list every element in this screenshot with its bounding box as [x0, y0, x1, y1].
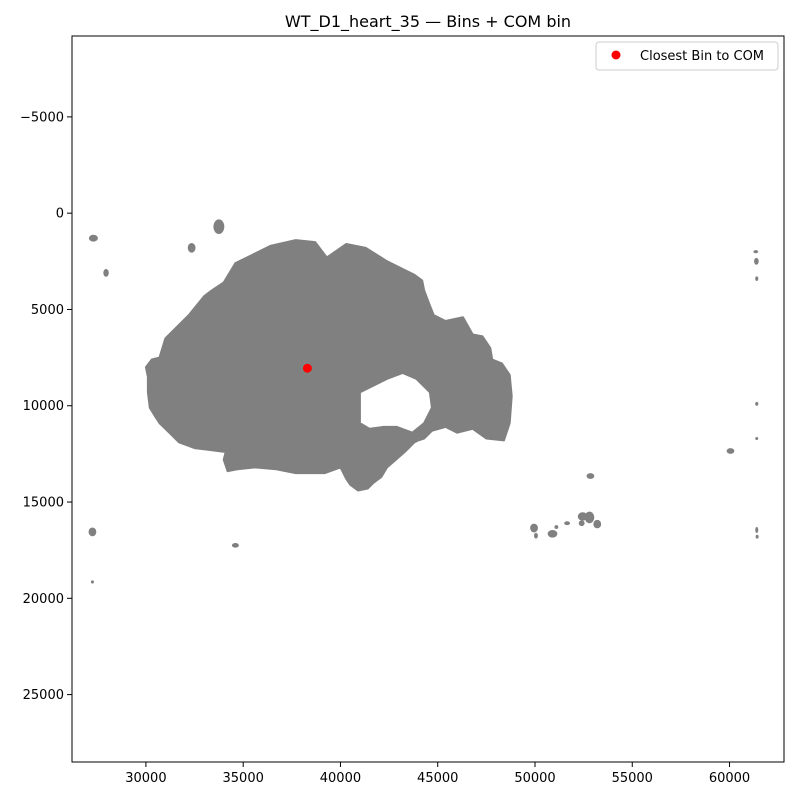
bin-cluster [578, 520, 585, 527]
chart-title: WT_D1_heart_35 — Bins + COM bin [285, 12, 571, 32]
x-tick-label: 45000 [417, 771, 458, 786]
bin-cluster [755, 526, 759, 534]
bins-main-region [144, 239, 513, 492]
x-tick-label: 30000 [125, 771, 166, 786]
x-tick-label: 40000 [320, 771, 361, 786]
legend-marker [611, 50, 621, 60]
bin-cluster [584, 511, 595, 524]
bins-layer [88, 219, 759, 584]
com-layer [302, 363, 312, 373]
bin-cluster [88, 234, 98, 242]
bin-cluster [530, 523, 538, 533]
bin-cluster [755, 534, 759, 539]
y-tick-label: 15000 [23, 496, 64, 511]
legend-box [595, 41, 779, 71]
x-tick-label: 50000 [514, 771, 555, 786]
bin-cluster [564, 521, 571, 526]
y-axis: −5000 0 5000 10000 15000 20000 25000 [20, 110, 72, 703]
bin-cluster [88, 527, 97, 537]
bin-cluster [187, 243, 196, 253]
bin-cluster [754, 257, 759, 265]
y-tick-label: 5000 [31, 303, 64, 318]
x-tick-label: 35000 [223, 771, 264, 786]
com-point [302, 363, 312, 373]
bin-cluster [726, 448, 735, 454]
plot-area [71, 35, 785, 763]
bin-cluster [90, 580, 94, 584]
bin-cluster [103, 269, 109, 277]
y-tick-label: 0 [56, 207, 64, 222]
legend-label: Closest Bin to COM [640, 49, 764, 64]
bin-cluster [547, 529, 558, 538]
bin-cluster [753, 250, 759, 254]
x-axis: 30000 35000 40000 45000 50000 55000 60000 [125, 762, 750, 786]
x-tick-label: 60000 [709, 771, 750, 786]
bin-cluster [231, 543, 239, 548]
y-tick-label: 25000 [23, 688, 64, 703]
plot-frame [71, 35, 785, 763]
bin-cluster [534, 532, 538, 539]
y-tick-label: 20000 [23, 592, 64, 607]
bin-cluster [586, 473, 595, 479]
y-tick-label: −5000 [20, 110, 64, 125]
bin-cluster [755, 401, 759, 406]
x-tick-label: 55000 [612, 771, 653, 786]
bin-cluster [213, 219, 225, 234]
bin-cluster [755, 436, 759, 440]
bin-cluster [593, 519, 602, 529]
bin-cluster [755, 276, 759, 281]
bin-cluster [554, 525, 559, 529]
y-tick-label: 10000 [23, 399, 64, 414]
legend: Closest Bin to COM [595, 41, 779, 71]
